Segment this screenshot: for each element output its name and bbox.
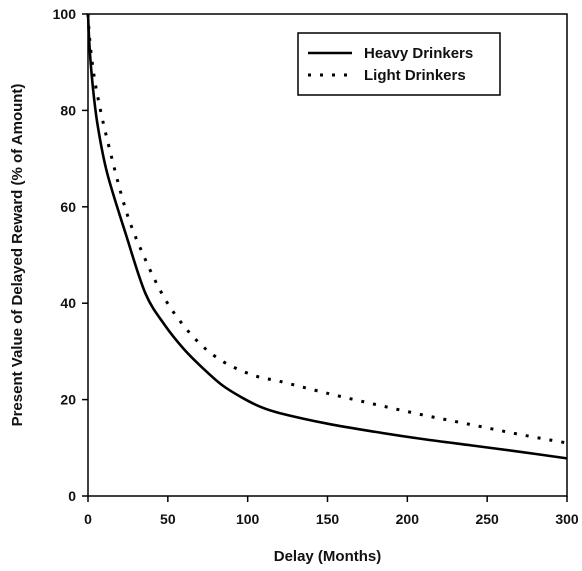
x-tick-label: 0 (84, 511, 92, 527)
x-tick-label: 150 (316, 511, 340, 527)
series-line-light-drinkers (86, 13, 568, 445)
legend-box (297, 32, 501, 96)
legend: Heavy Drinkers Light Drinkers (297, 32, 501, 96)
x-tick-label: 200 (396, 511, 420, 527)
x-tick-label: 300 (555, 511, 579, 527)
legend-label-heavy-drinkers: Heavy Drinkers (364, 45, 473, 62)
y-tick-label: 100 (53, 6, 77, 22)
y-tick-label: 60 (60, 199, 76, 215)
series-layer (86, 13, 568, 460)
y-axis-ticks: 0 20 40 60 80 100 (53, 6, 88, 504)
y-tick-label: 40 (60, 295, 76, 311)
legend-label-light-drinkers: Light Drinkers (364, 67, 466, 84)
x-tick-label: 50 (160, 511, 176, 527)
y-tick-label: 20 (60, 392, 76, 408)
x-axis-ticks: 0 50 100 150 200 250 300 (84, 496, 579, 527)
x-tick-label: 100 (236, 511, 260, 527)
x-tick-label: 250 (475, 511, 499, 527)
y-tick-label: 0 (68, 488, 76, 504)
x-axis-title: Delay (Months) (274, 548, 382, 565)
y-tick-label: 80 (60, 102, 76, 118)
series-line-heavy-drinkers (86, 13, 568, 460)
y-axis-title: Present Value of Delayed Reward (% of Am… (9, 84, 26, 427)
